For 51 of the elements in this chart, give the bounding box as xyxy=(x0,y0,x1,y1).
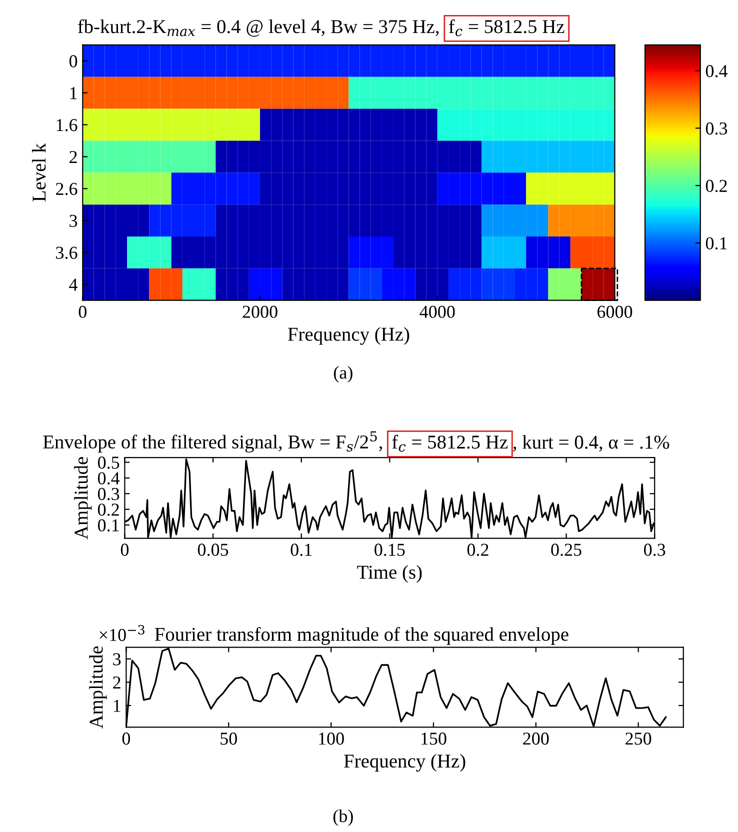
x-tick-label: 0.05 xyxy=(198,544,228,556)
y-tick-label: 0 xyxy=(69,55,78,68)
chart-title: Fourier transform magnitude of the squared envelope xyxy=(154,627,568,645)
y-tick-label: 0.5 xyxy=(98,456,120,469)
y-tick-label: 0.2 xyxy=(98,504,119,516)
x-tick-label: 0 xyxy=(78,306,86,318)
x-tick-label: 0.3 xyxy=(644,544,666,556)
y-tick-label: 2.6 xyxy=(56,182,78,196)
x-axis-title: Time (s) xyxy=(357,565,422,583)
chart-title: Envelope of the filtered signal, Bw = F$_{s}$/2$^{5}$, xyxy=(43,431,382,453)
y-tick-label: 4 xyxy=(69,278,78,291)
y-tick-label: 3.6 xyxy=(56,246,78,259)
x-tick-label: 0 xyxy=(122,732,130,745)
y-tick-label: 0.4 xyxy=(98,472,120,484)
color-bar-label: 0.4 xyxy=(706,65,728,78)
color-bar-label: 0.1 xyxy=(706,237,727,250)
y-tick-label: 1 xyxy=(70,87,77,100)
x-tick-label: 0.1 xyxy=(290,544,312,556)
x-tick-label: 100 xyxy=(319,732,344,745)
x-axis-title: Frequency (Hz) xyxy=(288,327,410,345)
y-tick-label: 1.6 xyxy=(56,119,78,132)
text: ×10$^{−3}$ xyxy=(100,624,144,642)
color-bar-label: 0.2 xyxy=(706,180,727,192)
y-tick-label: 3 xyxy=(70,214,78,227)
y-tick-label: 2 xyxy=(113,676,120,688)
y-tick-label: 1 xyxy=(114,700,120,712)
y-tick-label: 0.3 xyxy=(98,488,120,500)
y-tick-label: 0.1 xyxy=(98,519,119,532)
y-tick-label: 3 xyxy=(113,653,121,666)
y-tick-label: 2 xyxy=(70,150,77,163)
x-tick-label: 0.2 xyxy=(467,544,488,556)
x-tick-label: 50 xyxy=(220,732,237,745)
x-tick-label: 0.15 xyxy=(374,544,405,556)
text: f$_{c}$ = 5812.5 Hz xyxy=(392,434,508,452)
x-tick-label: 150 xyxy=(422,732,446,745)
x-axis-title: Frequency (Hz) xyxy=(344,754,466,772)
y-axis-title: Amplitude xyxy=(89,646,107,729)
x-tick-label: 4000 xyxy=(420,306,455,318)
chart-title: fb-kurt.2-K$_{max}$ = 0.4 @ level 4, Bw = 375 Hz, xyxy=(78,19,439,37)
x-tick-label: 250 xyxy=(626,732,652,745)
y-axis-title: Amplitude xyxy=(74,457,92,540)
color-bar-label: 0.3 xyxy=(706,122,728,135)
x-tick-label: 2000 xyxy=(242,306,278,318)
x-tick-label: 0.25 xyxy=(551,544,582,556)
x-tick-label: 6000 xyxy=(597,306,632,318)
text: f$_{c}$ = 5812.5 Hz xyxy=(448,19,564,36)
text: (a) xyxy=(334,366,352,382)
y-axis-title: Level k xyxy=(32,143,46,202)
text: , kurt = 0.4, α = .1% xyxy=(513,435,670,452)
text: (b) xyxy=(333,809,353,826)
x-tick-label: 200 xyxy=(523,732,549,745)
